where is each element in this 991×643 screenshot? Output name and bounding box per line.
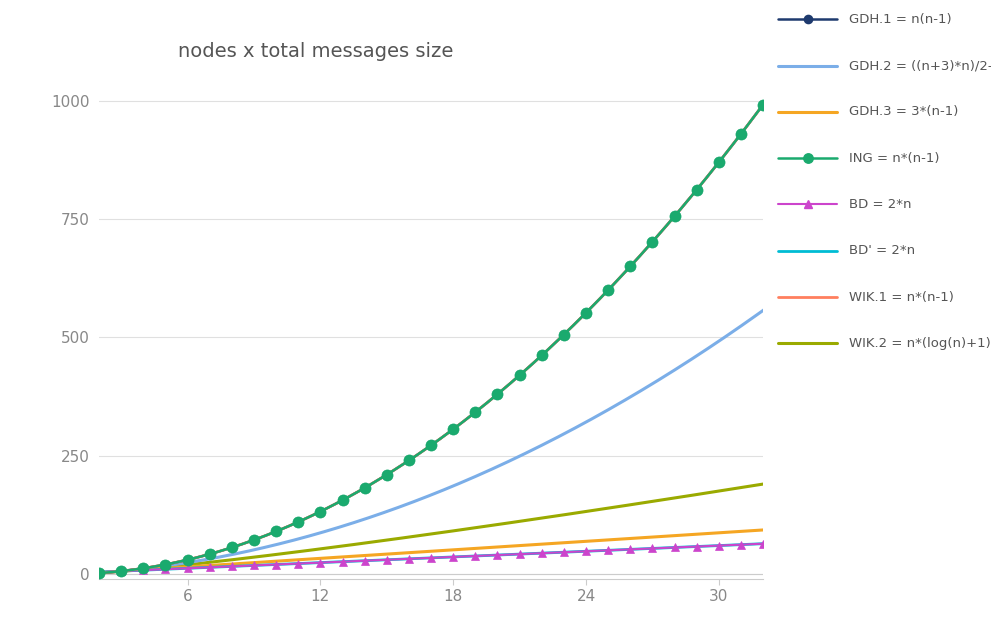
GDH.3 = 3*(n-1) [173,563,185,571]
Line: WIK.2 = n*(log(n)+1)-2: WIK.2 = n*(log(n)+1)-2 [99,484,763,573]
WIK.1 = n*(n-1) [356,485,368,493]
WIK.1 = n*(n-1) [93,569,105,577]
BD' = 2*n [510,550,522,558]
ING = n*(n-1) [93,569,105,577]
WIK.1 = n*(n-1) [757,101,769,109]
BD' = 2*n [173,565,185,572]
Text: BD = 2*n: BD = 2*n [849,198,912,211]
WIK.2 = n*(log(n)+1)-2 [510,518,522,525]
Line: BD' = 2*n: BD' = 2*n [99,544,763,572]
WIK.1 = n*(n-1) [576,313,588,321]
GDH.2 = ((n+3)*n)/2-3 [356,516,368,524]
Text: nodes x total messages size: nodes x total messages size [178,42,454,61]
Line: GDH.1 = n(n-1): GDH.1 = n(n-1) [99,105,763,573]
GDH.1 = n(n-1) [510,374,522,381]
WIK.2 = n*(log(n)+1)-2 [573,509,585,516]
BD = 2*n [173,565,185,572]
ING = n*(n-1) [576,313,588,321]
BD' = 2*n [757,540,769,548]
BD' = 2*n [356,557,368,565]
GDH.2 = ((n+3)*n)/2-3 [93,569,105,577]
GDH.3 = 3*(n-1) [573,538,585,546]
BD = 2*n [356,557,368,565]
GDH.2 = ((n+3)*n)/2-3 [576,421,588,428]
WIK.2 = n*(log(n)+1)-2 [356,539,368,547]
BD' = 2*n [576,548,588,556]
BD = 2*n [510,550,522,558]
GDH.3 = 3*(n-1) [576,538,588,545]
Line: ING = n*(n-1): ING = n*(n-1) [99,105,763,573]
GDH.1 = n(n-1) [309,510,321,518]
Line: WIK.1 = n*(n-1): WIK.1 = n*(n-1) [99,105,763,573]
WIK.2 = n*(log(n)+1)-2 [576,508,588,516]
GDH.1 = n(n-1) [576,313,588,321]
Text: WIK.1 = n*(n-1): WIK.1 = n*(n-1) [849,291,954,303]
ING = n*(n-1) [757,101,769,109]
WIK.2 = n*(log(n)+1)-2 [309,546,321,554]
GDH.3 = 3*(n-1) [356,552,368,559]
GDH.3 = 3*(n-1) [757,526,769,534]
GDH.2 = ((n+3)*n)/2-3 [173,560,185,568]
ING = n*(n-1) [510,374,522,381]
WIK.1 = n*(n-1) [309,510,321,518]
Text: BD' = 2*n: BD' = 2*n [849,244,916,257]
Text: GDH.1 = n(n-1): GDH.1 = n(n-1) [849,13,952,26]
BD = 2*n [576,548,588,556]
GDH.3 = 3*(n-1) [93,568,105,576]
ING = n*(n-1) [173,558,185,566]
BD' = 2*n [93,568,105,576]
WIK.1 = n*(n-1) [173,558,185,566]
Text: ING = n*(n-1): ING = n*(n-1) [849,152,939,165]
BD' = 2*n [573,548,585,556]
GDH.2 = ((n+3)*n)/2-3 [510,454,522,462]
GDH.1 = n(n-1) [573,316,585,324]
ING = n*(n-1) [309,510,321,518]
BD = 2*n [573,548,585,556]
Text: WIK.2 = n*(log(n)+1)-2: WIK.2 = n*(log(n)+1)-2 [849,337,991,350]
Text: GDH.3 = 3*(n-1): GDH.3 = 3*(n-1) [849,105,958,118]
GDH.1 = n(n-1) [93,569,105,577]
Text: GDH.2 = ((n+3)*n)/2-3: GDH.2 = ((n+3)*n)/2-3 [849,59,991,72]
WIK.1 = n*(n-1) [510,374,522,381]
GDH.2 = ((n+3)*n)/2-3 [573,422,585,430]
Line: GDH.2 = ((n+3)*n)/2-3: GDH.2 = ((n+3)*n)/2-3 [99,311,763,573]
WIK.2 = n*(log(n)+1)-2 [173,562,185,570]
GDH.3 = 3*(n-1) [510,542,522,550]
GDH.1 = n(n-1) [173,558,185,566]
BD = 2*n [93,568,105,576]
WIK.2 = n*(log(n)+1)-2 [757,480,769,488]
BD = 2*n [757,540,769,548]
WIK.1 = n*(n-1) [573,316,585,324]
Line: BD = 2*n: BD = 2*n [99,544,763,572]
ING = n*(n-1) [356,485,368,493]
Line: GDH.3 = 3*(n-1): GDH.3 = 3*(n-1) [99,530,763,572]
BD' = 2*n [309,559,321,566]
GDH.2 = ((n+3)*n)/2-3 [757,307,769,314]
WIK.2 = n*(log(n)+1)-2 [93,569,105,577]
BD = 2*n [309,559,321,566]
GDH.2 = ((n+3)*n)/2-3 [309,530,321,538]
GDH.1 = n(n-1) [356,485,368,493]
GDH.1 = n(n-1) [757,101,769,109]
ING = n*(n-1) [573,316,585,324]
GDH.3 = 3*(n-1) [309,555,321,563]
